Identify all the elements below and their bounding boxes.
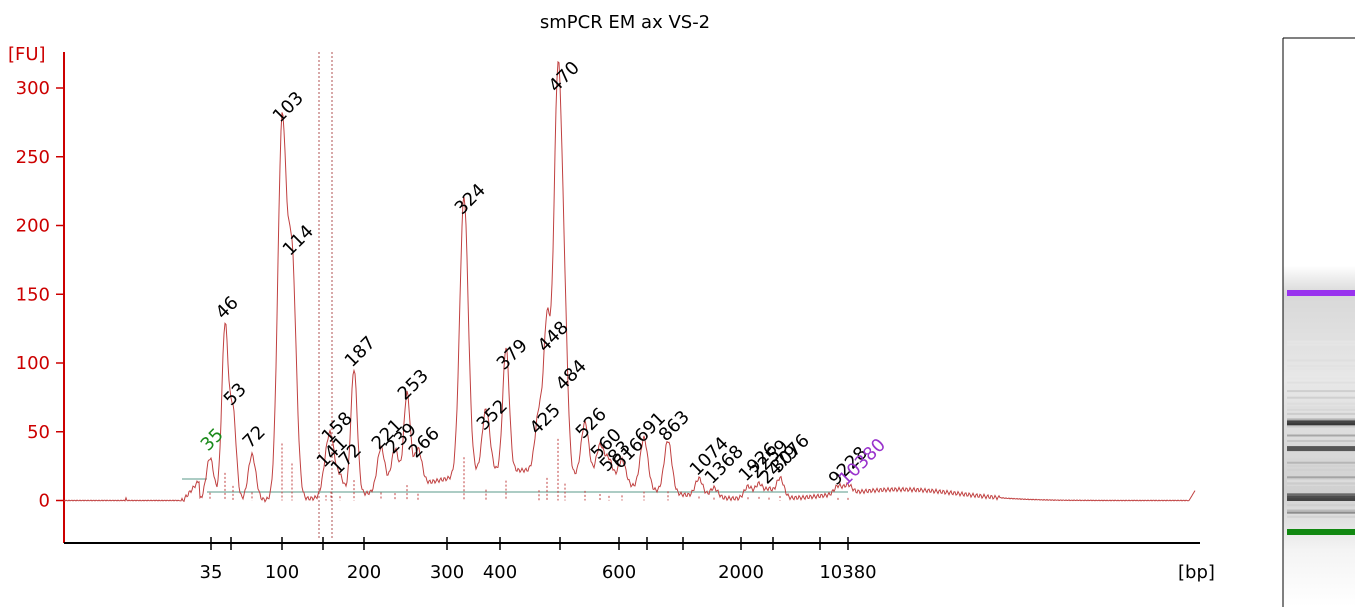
upper-marker-band <box>1287 290 1355 296</box>
peak-label: 114 <box>279 221 318 260</box>
y-tick-label: 200 <box>16 216 50 237</box>
peak-label: 187 <box>341 332 380 371</box>
y-tick-label: 300 <box>16 78 50 99</box>
x-tick-label: 2000 <box>718 562 764 583</box>
lower-marker-band <box>1287 529 1355 535</box>
fluorescence-trace <box>63 60 1196 503</box>
x-tick-label: 600 <box>602 562 636 583</box>
peak-label: 46 <box>212 292 243 323</box>
peak-label: 324 <box>451 180 490 219</box>
x-tick-label: 100 <box>265 562 299 583</box>
peak-label: 470 <box>545 57 584 96</box>
peak-label: 103 <box>269 88 308 127</box>
peak-label: 425 <box>526 400 565 439</box>
peak-label: 53 <box>220 379 251 410</box>
gel-lane <box>1282 37 1355 607</box>
chart-title: smPCR EM ax VS-2 <box>540 12 710 33</box>
peak-label: 379 <box>493 335 532 374</box>
peak-label: 35 <box>197 424 228 455</box>
peak-label: 72 <box>239 422 270 453</box>
y-tick-label: 250 <box>16 147 50 168</box>
x-tick-label: 10380 <box>819 562 876 583</box>
y-ticks: 0 50 100 150 200 250 300 <box>16 78 64 512</box>
x-tick-label: 200 <box>347 562 381 583</box>
x-tick-label: 300 <box>430 562 464 583</box>
y-tick-label: 0 <box>39 491 50 512</box>
x-tick-label: 35 <box>200 562 223 583</box>
x-unit-label: [bp] <box>1178 562 1215 583</box>
x-tick-label: 400 <box>483 562 517 583</box>
peak-labels: 3546537210311414115817218722123925326632… <box>197 57 890 489</box>
x-ticks: 35 100 200 300 400 600 2000 10380 <box>200 537 877 583</box>
y-tick-label: 150 <box>16 284 50 305</box>
alignment-guides <box>182 52 849 538</box>
y-unit-label: [FU] <box>8 44 46 65</box>
y-tick-label: 100 <box>16 353 50 374</box>
y-tick-label: 50 <box>27 422 50 443</box>
peak-label: 253 <box>394 365 433 404</box>
peak-label: 863 <box>655 407 694 446</box>
peak-label: 352 <box>473 396 512 435</box>
peak-label: 484 <box>552 356 591 395</box>
